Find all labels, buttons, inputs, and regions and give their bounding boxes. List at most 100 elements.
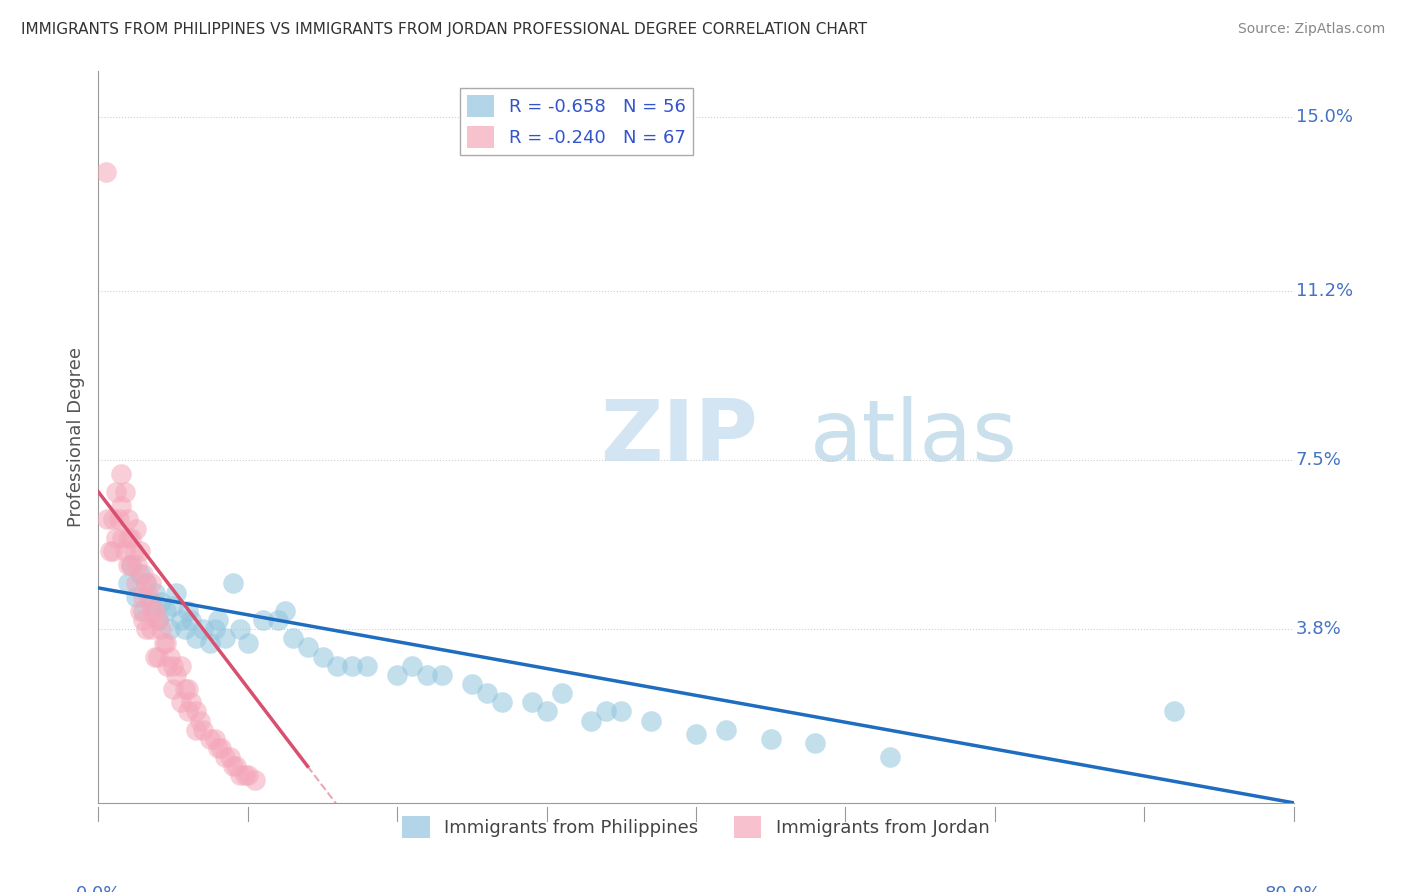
Point (117, 558, 139, 573)
Point (804, 736, 827, 750)
Point (342, 658, 364, 673)
Point (162, 658, 184, 673)
Point (148, 613, 170, 627)
Point (595, 705, 617, 719)
Point (536, 705, 558, 719)
Point (132, 604, 155, 618)
Point (132, 567, 155, 582)
Point (714, 723, 737, 737)
Text: 7.5%: 7.5% (1296, 451, 1341, 469)
Point (229, 622, 252, 636)
Point (385, 667, 409, 681)
Point (222, 576, 245, 591)
Point (214, 750, 236, 764)
Point (105, 485, 128, 500)
Text: 80.0%: 80.0% (1265, 885, 1322, 892)
Point (180, 613, 202, 627)
Point (108, 512, 131, 526)
Point (188, 714, 211, 728)
Point (135, 576, 157, 591)
Point (143, 649, 166, 664)
Point (117, 512, 139, 526)
Point (177, 705, 200, 719)
Text: Source: ZipAtlas.com: Source: ZipAtlas.com (1237, 22, 1385, 37)
Point (180, 695, 202, 709)
Text: 15.0%: 15.0% (1296, 108, 1353, 126)
Text: 0.0%: 0.0% (76, 885, 121, 892)
Point (150, 595, 173, 609)
Legend: Immigrants from Philippines, Immigrants from Jordan: Immigrants from Philippines, Immigrants … (395, 808, 997, 845)
Point (162, 681, 184, 696)
Point (155, 604, 177, 618)
Point (297, 640, 319, 655)
Point (184, 705, 207, 719)
Point (165, 585, 187, 599)
Point (135, 622, 157, 636)
Point (148, 649, 170, 664)
Point (252, 613, 274, 627)
Point (550, 686, 572, 700)
Point (132, 613, 155, 627)
Point (139, 576, 162, 591)
Point (103, 544, 125, 558)
Point (139, 595, 162, 609)
Text: atlas: atlas (810, 395, 1018, 479)
Point (138, 590, 160, 604)
Point (225, 759, 247, 773)
Point (177, 681, 200, 696)
Point (169, 695, 191, 709)
Point (96, 512, 118, 526)
Point (129, 544, 152, 558)
Point (207, 740, 229, 755)
Point (274, 604, 297, 618)
Point (111, 531, 134, 545)
Text: ZIP: ZIP (600, 395, 758, 479)
Point (129, 567, 152, 582)
Point (132, 590, 155, 604)
Point (475, 686, 498, 700)
Point (311, 649, 333, 664)
Point (191, 723, 214, 737)
Point (200, 636, 222, 650)
Point (125, 590, 148, 604)
Point (233, 768, 256, 782)
Point (281, 632, 304, 646)
Point (222, 759, 245, 773)
Point (114, 544, 136, 558)
Point (105, 531, 128, 545)
Point (120, 531, 142, 545)
Point (191, 622, 214, 636)
Point (200, 731, 222, 746)
Point (326, 658, 349, 673)
Point (207, 613, 229, 627)
Point (430, 667, 453, 681)
Point (219, 750, 242, 764)
Point (153, 636, 176, 650)
Point (129, 604, 152, 618)
Point (98, 544, 122, 558)
Point (159, 622, 181, 636)
Point (204, 731, 226, 746)
Point (162, 599, 184, 614)
Point (491, 695, 513, 709)
Point (156, 658, 179, 673)
Point (120, 558, 142, 573)
Point (139, 622, 162, 636)
Point (143, 585, 166, 599)
Point (356, 658, 378, 673)
Point (229, 768, 252, 782)
Text: IMMIGRANTS FROM PHILIPPINES VS IMMIGRANTS FROM JORDAN PROFESSIONAL DEGREE CORREL: IMMIGRANTS FROM PHILIPPINES VS IMMIGRANT… (21, 22, 868, 37)
Point (169, 658, 191, 673)
Point (177, 604, 200, 618)
Point (267, 613, 290, 627)
Point (94, 165, 117, 179)
Point (127, 558, 149, 573)
Point (114, 485, 136, 500)
Point (150, 622, 173, 636)
Point (155, 636, 177, 650)
Point (143, 604, 166, 618)
Point (236, 636, 259, 650)
Point (135, 576, 157, 591)
Point (245, 772, 267, 787)
Point (125, 576, 148, 591)
